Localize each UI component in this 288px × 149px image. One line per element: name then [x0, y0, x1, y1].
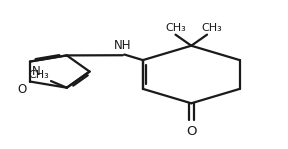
Text: N: N — [32, 65, 41, 78]
Text: O: O — [186, 125, 196, 138]
Text: NH: NH — [114, 39, 132, 52]
Text: CH₃: CH₃ — [165, 23, 186, 33]
Text: O: O — [17, 83, 26, 96]
Text: CH₃: CH₃ — [201, 23, 222, 33]
Text: CH₃: CH₃ — [28, 70, 49, 80]
